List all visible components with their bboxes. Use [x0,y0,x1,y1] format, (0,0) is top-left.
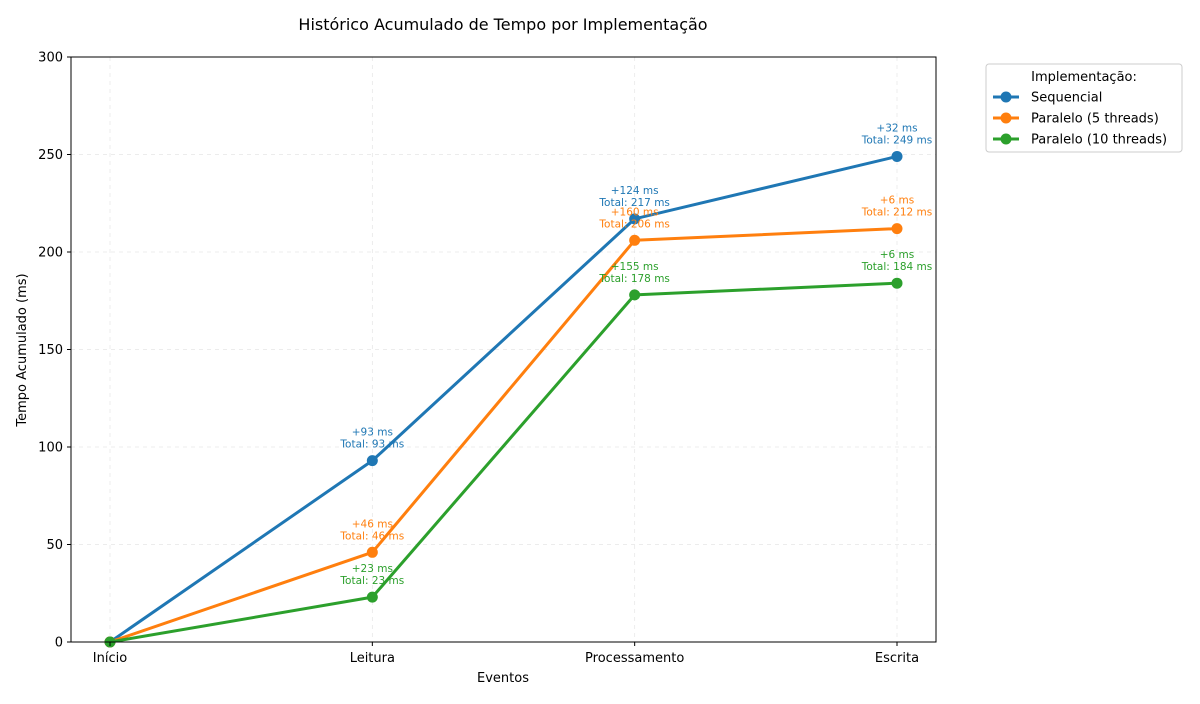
y-tick-label: 300 [38,51,63,66]
total-label: Total: 249 ms [861,134,932,146]
increment-label: +155 ms [611,261,659,273]
series-line-1 [108,154,899,644]
increment-label: +46 ms [352,518,393,530]
data-point [366,455,378,467]
legend: Implementação: Sequencial Paralelo (5 thr… [985,63,1183,153]
total-label: Total: 184 ms [861,261,932,273]
legend-box [985,63,1183,153]
legend-marker [1000,91,1012,103]
series-line-2 [108,227,899,644]
data-point [629,234,641,246]
data-point [366,546,378,558]
increment-label: +124 ms [611,185,659,197]
series-layer [104,150,903,648]
legend-label: Sequencial [1031,91,1102,106]
chart-title: Histórico Acumulado de Tempo por Impleme… [298,15,707,34]
total-label: Total: 46 ms [339,530,404,542]
total-label: Total: 217 ms [598,197,669,209]
legend-title: Implementação: [1031,70,1137,85]
legend-marker [1000,112,1012,124]
y-tick-label: 100 [38,441,63,456]
increment-label: +6 ms [880,249,915,261]
y-tick-label: 150 [38,343,63,358]
y-tick-label: 0 [55,636,63,651]
legend-label: Paralelo (10 threads) [1031,133,1167,148]
total-label: Total: 23 ms [339,575,404,587]
x-tick-label: Processamento [585,651,684,666]
total-label: Total: 212 ms [861,207,932,219]
axes: 0 50 100 150 200 250 300 Início Leitura Processam… [38,51,937,666]
data-point [629,289,641,301]
total-label: Total: 206 ms [598,218,669,230]
y-tick-label: 250 [38,148,63,163]
x-tick-label: Escrita [875,651,919,666]
increment-label: +23 ms [352,563,393,575]
series-line-3 [108,281,899,644]
data-point [891,150,903,162]
legend-label: Paralelo (5 threads) [1031,112,1159,127]
increment-label: +6 ms [880,195,915,207]
data-point [629,213,641,225]
increment-label: +160 ms [611,206,659,218]
increment-label: +32 ms [876,122,917,134]
data-point [891,277,903,289]
data-point [891,223,903,235]
total-label: Total: 93 ms [339,439,404,451]
y-tick-label: 200 [38,246,63,261]
increment-label: +93 ms [352,427,393,439]
grid [71,56,936,643]
x-tick-label: Início [93,651,127,666]
total-label: Total: 178 ms [598,273,669,285]
legend-marker [1000,133,1012,145]
y-axis-label: Tempo Acumulado (ms) [15,273,30,427]
x-axis-label: Eventos [477,671,529,686]
data-point [366,591,378,603]
x-tick-label: Leitura [350,651,395,666]
y-tick-label: 50 [46,538,63,553]
